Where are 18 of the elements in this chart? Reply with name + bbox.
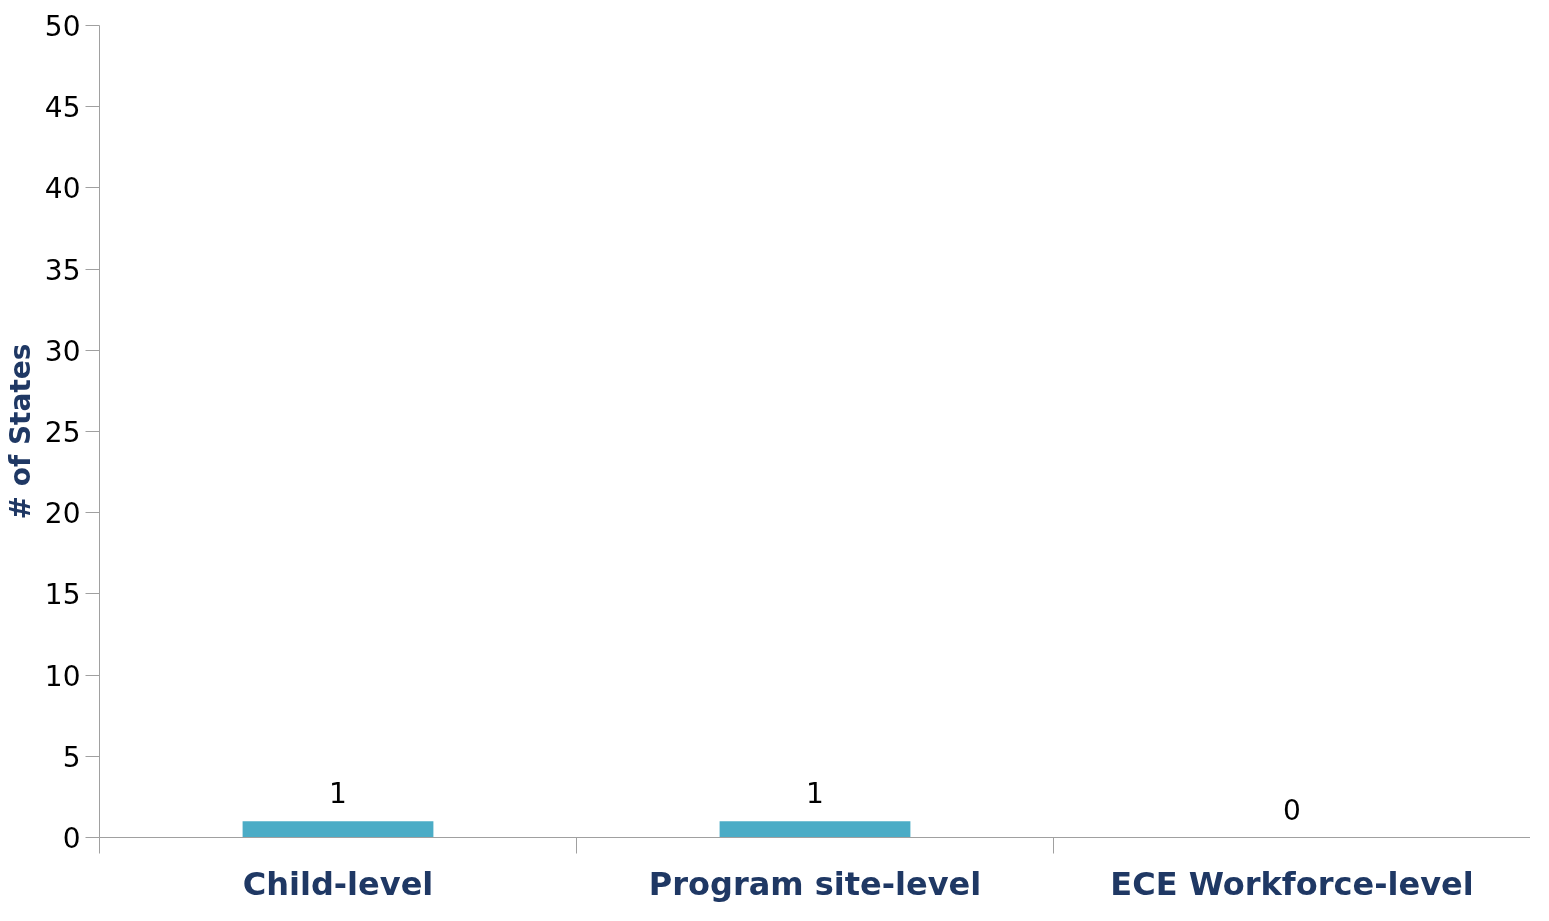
y-tick-label: 25 — [44, 416, 81, 449]
y-axis-title: # of States — [3, 343, 37, 520]
data-label: 1 — [329, 777, 347, 811]
data-label: 0 — [1283, 793, 1301, 827]
x-tick-label: Program site-level — [648, 864, 982, 903]
y-tick-label: 35 — [44, 253, 81, 287]
data-label: 1 — [806, 777, 824, 811]
x-tick-label: ECE Workforce-level — [1110, 864, 1474, 903]
y-tick-label: 15 — [44, 578, 81, 612]
y-tick-label: 40 — [44, 172, 81, 206]
y-tick-label: 20 — [44, 497, 81, 531]
y-tick-label: 45 — [44, 91, 81, 125]
y-tick-label: 10 — [44, 659, 81, 693]
y-tick-label: 50 — [44, 10, 81, 43]
y-tick-label: 30 — [44, 334, 81, 368]
x-tick-label: Child-level — [242, 864, 434, 903]
y-tick-label: 0 — [62, 822, 81, 855]
y-tick-label: 5 — [62, 740, 81, 774]
